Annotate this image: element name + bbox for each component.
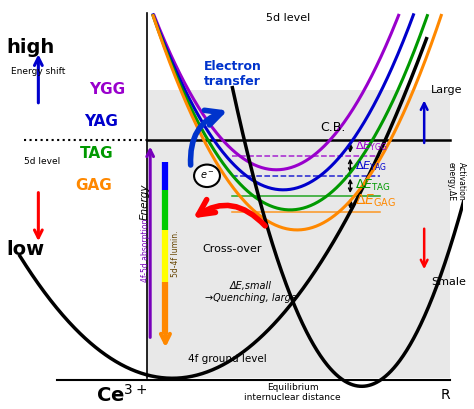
Text: 4f-5d absorption: 4f-5d absorption xyxy=(141,218,150,282)
Text: R: R xyxy=(440,388,450,402)
Text: TAG: TAG xyxy=(80,146,114,161)
Text: low: low xyxy=(6,240,44,259)
Text: Activation
energy,ΔE: Activation energy,ΔE xyxy=(447,162,466,201)
Text: 4f ground level: 4f ground level xyxy=(189,354,267,364)
Bar xyxy=(147,90,449,378)
Text: ΔE,small
→Quenching, large: ΔE,small →Quenching, large xyxy=(205,281,297,303)
Circle shape xyxy=(194,164,220,187)
Text: Cross-over: Cross-over xyxy=(203,244,262,254)
Text: Smale: Smale xyxy=(431,277,466,287)
Text: $\Delta E$$_{\mathrm{GAG}}$: $\Delta E$$_{\mathrm{GAG}}$ xyxy=(355,192,396,209)
Text: GAG: GAG xyxy=(75,178,112,193)
Text: $\Delta E$$_{\mathrm{YAG}}$: $\Delta E$$_{\mathrm{YAG}}$ xyxy=(355,159,387,173)
Text: $\Delta E$$_{\mathrm{TAG}}$: $\Delta E$$_{\mathrm{TAG}}$ xyxy=(355,178,391,193)
Text: high: high xyxy=(6,38,54,57)
Text: 5d level: 5d level xyxy=(266,13,310,23)
Text: Energy: Energy xyxy=(140,184,150,220)
Text: C.B.: C.B. xyxy=(320,121,346,134)
Text: 5d-4f lumin.: 5d-4f lumin. xyxy=(171,231,180,277)
Text: $e^-$: $e^-$ xyxy=(200,170,214,181)
Text: Ce$^{3+}$: Ce$^{3+}$ xyxy=(96,384,147,406)
Text: YGG: YGG xyxy=(89,82,125,97)
Text: $\Delta E$$_{\mathrm{YGG}}$: $\Delta E$$_{\mathrm{YGG}}$ xyxy=(355,139,388,153)
Text: Electron
transfer: Electron transfer xyxy=(203,60,261,88)
Text: Large: Large xyxy=(431,85,463,94)
Text: YAG: YAG xyxy=(84,114,118,129)
Text: 5d level: 5d level xyxy=(25,157,61,166)
Text: Equilibrium
internuclear distance: Equilibrium internuclear distance xyxy=(244,382,341,402)
Text: Energy shift: Energy shift xyxy=(10,67,65,76)
